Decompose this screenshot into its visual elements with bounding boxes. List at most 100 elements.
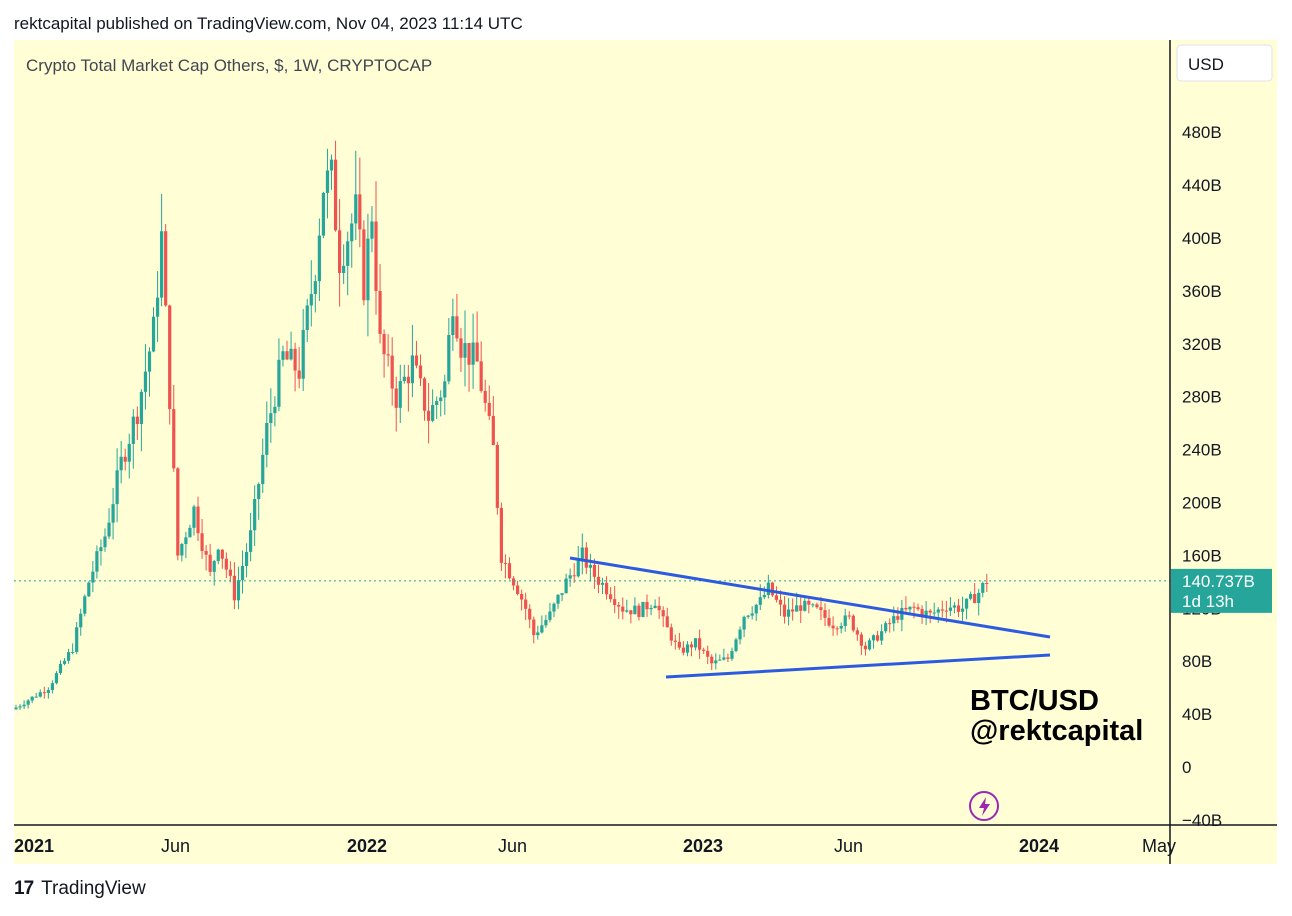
candle-body [394,388,398,408]
candle-body [924,610,928,617]
candle-body [835,628,839,630]
candle-body [309,294,313,306]
candle-body [649,608,653,610]
candle-body [710,656,714,664]
axes-group: 480B440B400B360B320B280B240B200B160B120B… [14,40,1277,864]
candle-body [778,599,783,605]
candle-body [455,316,459,339]
candle-body [127,443,131,462]
candle-body [439,397,443,402]
chart-frame[interactable]: 480B440B400B360B320B280B240B200B160B120B… [14,40,1277,864]
candle-body [212,561,216,572]
candle-body [973,594,977,604]
candle-body [91,571,95,583]
candle-body [103,536,107,548]
candle-body [317,235,321,282]
candle-body [815,604,819,608]
candle-body [107,522,111,537]
candle-body [742,616,746,630]
candle-body [734,639,738,651]
y-tick-label: 160B [1182,546,1222,565]
candle-body [164,231,168,306]
candle-body [362,229,366,301]
candle-body [637,605,641,617]
candle-body [289,348,293,360]
candle-body [920,609,924,617]
candle-body [714,660,718,664]
candle-body [702,649,706,651]
y-tick-label: 480B [1182,123,1222,142]
candle-body [665,616,669,628]
candle-body [366,238,370,301]
candle-body [261,454,265,485]
candle-body [435,401,439,405]
candle-body [168,305,172,410]
candle-body [62,660,67,664]
candle-body [196,506,200,534]
candle-body [871,635,876,641]
candle-body [750,613,754,616]
candle-body [42,692,46,694]
candle-body [851,615,855,631]
candle-body [584,547,588,568]
candle-body [896,616,900,620]
candle-body [38,692,42,697]
candle-body [892,616,896,624]
candle-body [321,192,326,236]
y-tick-label: −40B [1182,811,1222,830]
candle-body [410,355,415,384]
candle-body [803,600,807,611]
candle-body [151,316,156,352]
x-tick-label: Jun [498,836,527,856]
candle-body [786,609,791,617]
candle-body [762,595,766,598]
candle-body [912,606,916,608]
candle-body [677,641,681,648]
candle-body [422,378,427,411]
candle-body [354,194,358,224]
candle-body [406,376,410,384]
candle-body [200,533,204,552]
candle-body [111,504,115,523]
y-tick-label: 360B [1182,282,1222,301]
candle-body [657,605,661,611]
candle-body [766,582,770,596]
candle-body [285,351,289,360]
candle-body [540,625,544,633]
candle-body [426,410,431,421]
currency-button[interactable]: USD [1176,44,1273,82]
candle-body [329,159,334,171]
candle-body [847,615,851,617]
lightning-icon[interactable] [969,791,999,821]
candle-body [269,413,273,424]
candle-body [34,696,38,698]
candle-body [160,231,164,298]
candle-body [281,351,285,360]
candle-body [99,547,103,552]
candle-body [685,644,690,653]
candle-body [75,627,79,652]
tradingview-brand: TradingView [41,878,146,899]
candle-body [964,598,969,609]
candle-body [18,706,22,708]
candle-body [689,644,694,648]
candle-body [83,596,87,614]
annotation-line2: @rektcapital [970,715,1143,747]
candle-body [325,170,330,193]
tradingview-footer[interactable]: 17 TradingView [14,878,146,900]
candle-body [552,603,556,612]
candle-body [499,507,503,563]
candle-body [58,663,63,674]
candle-body [948,607,952,611]
candle-body [641,601,645,617]
candle-body [706,650,710,657]
candle-body [119,456,123,471]
candle-body [265,423,269,455]
candle-body [795,605,799,612]
candle-body [184,537,188,545]
candle-body [172,409,176,469]
candlestick-chart[interactable]: 480B440B400B360B320B280B240B200B160B120B… [14,40,1277,864]
candle-body [491,415,495,445]
candle-body [515,585,520,594]
candle-body [819,607,823,611]
